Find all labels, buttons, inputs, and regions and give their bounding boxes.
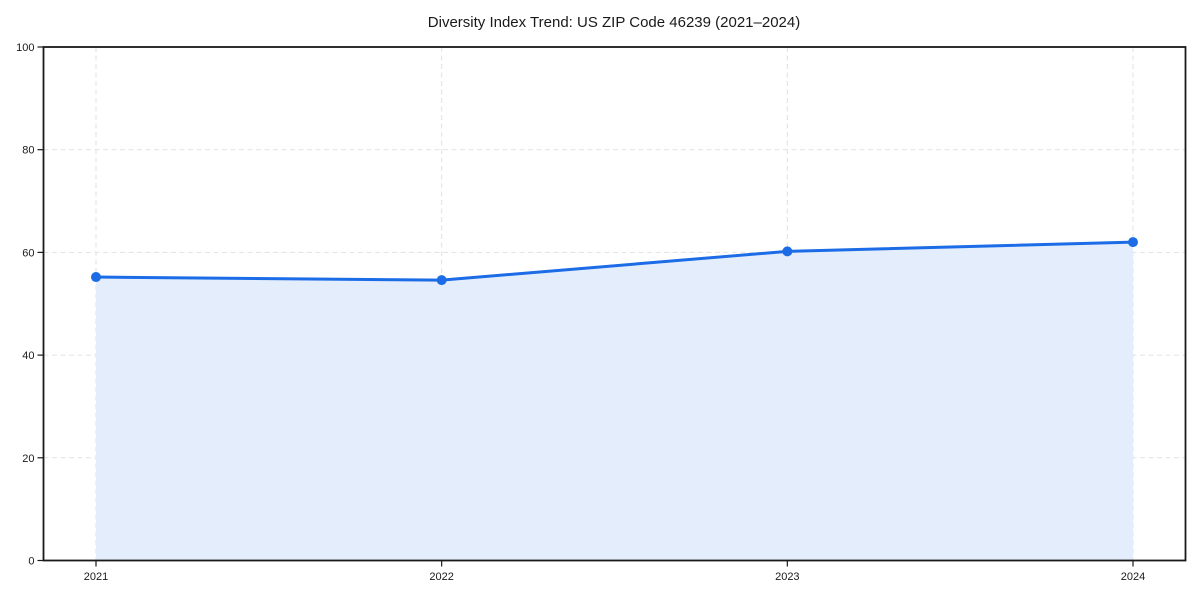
trend-line <box>94 240 1135 282</box>
x-tick-label: 2021 <box>84 571 108 583</box>
x-tick-label: 2022 <box>429 571 453 583</box>
y-tick-label: 40 <box>22 350 34 362</box>
y-tick-label: 60 <box>22 247 34 259</box>
x-tick-label: 2024 <box>1121 571 1145 583</box>
data-point-marker <box>91 272 101 283</box>
data-point-marker <box>1128 237 1138 248</box>
y-tick-label: 100 <box>16 42 34 54</box>
y-tick-label: 0 <box>28 556 34 568</box>
y-tick-label: 80 <box>22 145 34 157</box>
chart-title: Diversity Index Trend: US ZIP Code 46239… <box>428 14 800 31</box>
plot-frame <box>42 46 1187 562</box>
data-point-marker <box>782 246 793 257</box>
series-layer <box>91 237 1138 561</box>
axes-frame <box>42 46 1187 562</box>
axis-layer: 2021 2022 2023 2024 0 20 40 60 80 100 <box>16 42 1145 583</box>
data-point-marker <box>436 275 447 286</box>
area-fill <box>96 242 1133 561</box>
y-tick-label: 20 <box>22 453 34 465</box>
x-tick-label: 2023 <box>775 571 799 583</box>
